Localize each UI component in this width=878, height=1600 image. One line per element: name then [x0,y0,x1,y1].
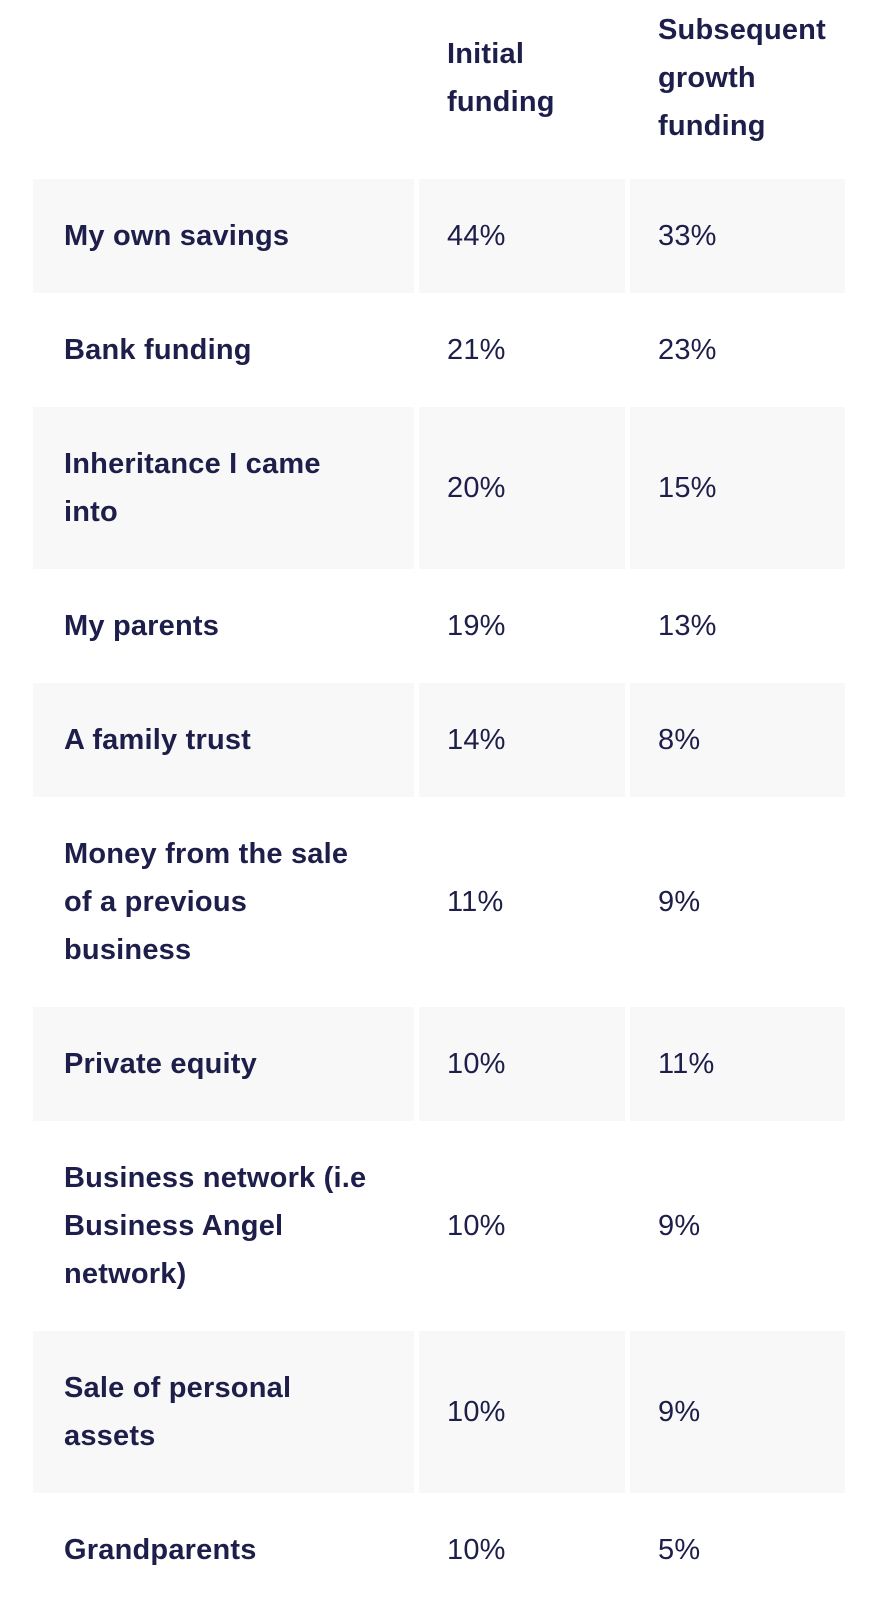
subsequent-growth-value: 9% [630,1331,845,1493]
subsequent-growth-value: 9% [658,886,701,918]
row-label: A family trust [33,683,414,797]
subsequent-growth-value: 13% [658,610,717,642]
initial-funding-value: 19% [447,610,506,642]
table-row: Private equity 10% 11% [33,1007,845,1121]
initial-funding-value: 11% [447,886,504,918]
initial-funding-value: 10% [447,1534,506,1566]
row-label: Grandparents [64,1534,257,1566]
subsequent-growth-value: 33% [630,179,845,293]
table-row: Business network (i.e Business Angel net… [33,1121,845,1331]
initial-funding-value: 21% [447,334,506,366]
column-header-initial-funding: Initial funding [447,38,555,118]
table-row: A family trust 14% 8% [33,683,845,797]
header-spacer-cell [33,0,414,179]
table-header-row: Initial funding Subsequent growth fundin… [33,0,845,179]
table-row: Bank funding 21% 23% [33,293,845,407]
initial-funding-value: 20% [419,407,625,569]
column-header-subsequent-growth-funding: Subsequent growth funding [658,14,826,142]
table-row: Inheritance I came into 20% 15% [33,407,845,569]
row-label: Money from the sale of a previous busine… [64,838,349,966]
row-label: Business network (i.e Business Angel net… [64,1162,367,1290]
table-row: Money from the sale of a previous busine… [33,797,845,1007]
row-label: Bank funding [64,334,252,366]
funding-sources-table: Initial funding Subsequent growth fundin… [33,0,845,1600]
table-row: My own savings 44% 33% [33,179,845,293]
initial-funding-value: 44% [419,179,625,293]
row-label: Private equity [33,1007,414,1121]
subsequent-growth-value: 8% [630,683,845,797]
table-row: Grandparents 10% 5% [33,1493,845,1600]
initial-funding-value: 10% [447,1210,506,1242]
row-label: Sale of personal assets [33,1331,414,1493]
row-label: My parents [64,610,220,642]
subsequent-growth-value: 9% [658,1210,701,1242]
subsequent-growth-value: 11% [630,1007,845,1121]
subsequent-growth-value: 23% [658,334,717,366]
initial-funding-value: 10% [419,1331,625,1493]
row-label: My own savings [33,179,414,293]
subsequent-growth-value: 5% [658,1534,701,1566]
table-row: My parents 19% 13% [33,569,845,683]
initial-funding-value: 14% [419,683,625,797]
row-label: Inheritance I came into [33,407,414,569]
subsequent-growth-value: 15% [630,407,845,569]
initial-funding-value: 10% [419,1007,625,1121]
table-row: Sale of personal assets 10% 9% [33,1331,845,1493]
